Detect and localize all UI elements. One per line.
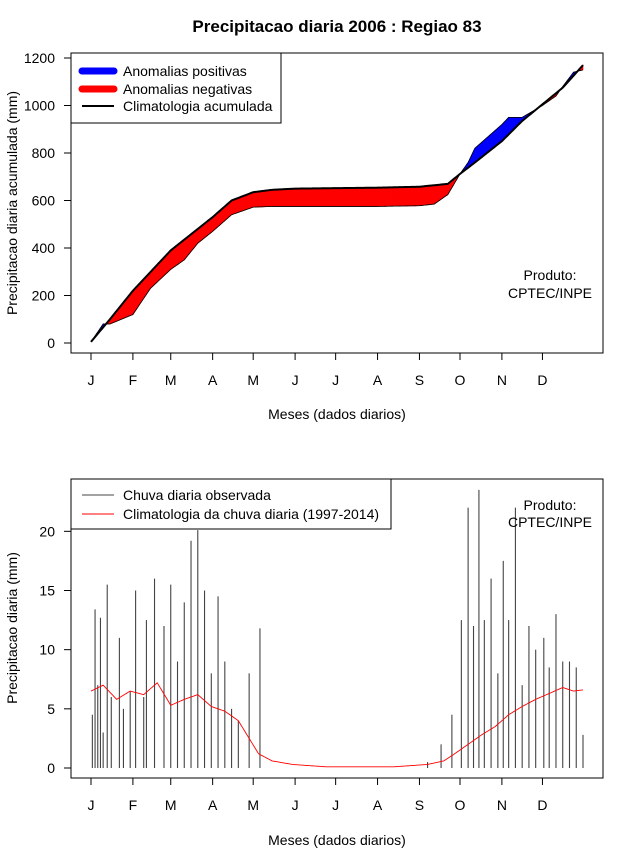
- cumulative-chart: 0 200 400 600 800 1000 1200 J F M A M J J A S O N D Preci…: [4, 50, 604, 422]
- x-tick-label: A: [373, 372, 383, 388]
- legend-label-observed: Chuva diaria observada: [123, 487, 271, 503]
- legend-label-climatology: Climatologia acumulada: [123, 98, 273, 114]
- bottom-y-axis-label: Precipitacao diaria (mm): [4, 552, 20, 704]
- x-tick-label: S: [415, 797, 424, 813]
- legend-label-negative: Anomalias negativas: [123, 81, 252, 97]
- y-tick-label: 0: [47, 760, 55, 776]
- x-tick-label: M: [165, 372, 177, 388]
- x-tick-label: M: [165, 797, 177, 813]
- observed-daily-bars: [91, 489, 584, 768]
- bottom-x-axis-label: Meses (dados diarios): [268, 832, 406, 848]
- x-tick-label: M: [247, 372, 259, 388]
- x-tick-label: J: [88, 372, 95, 388]
- y-tick-label: 400: [32, 240, 56, 256]
- x-tick-label: F: [129, 372, 138, 388]
- bottom-product-source: CPTEC/INPE: [508, 514, 592, 530]
- y-tick-label: 600: [32, 193, 56, 209]
- chart-title: Precipitacao diaria 2006 : Regiao 83: [192, 17, 481, 36]
- top-y-axis-label: Precipitacao diaria acumulada (mm): [4, 91, 20, 315]
- x-tick-label: J: [88, 797, 95, 813]
- bottom-y-axis: 0 5 10 15 20: [39, 523, 72, 776]
- x-tick-label: N: [497, 372, 507, 388]
- x-tick-label: A: [208, 797, 218, 813]
- x-tick-label: M: [247, 797, 259, 813]
- y-tick-label: 15: [39, 583, 55, 599]
- x-tick-label: J: [332, 797, 339, 813]
- x-tick-label: O: [455, 797, 466, 813]
- x-tick-label: J: [292, 372, 299, 388]
- y-tick-label: 1200: [24, 50, 55, 66]
- x-tick-label: A: [373, 797, 383, 813]
- x-tick-label: O: [455, 372, 466, 388]
- y-tick-label: 0: [47, 335, 55, 351]
- y-tick-label: 5: [47, 701, 55, 717]
- observed-cumulative-line: [90, 69, 584, 343]
- y-tick-label: 20: [39, 523, 55, 539]
- daily-chart: 0 5 10 15 20 J F M A M J J A S O N D Precipitacao diari…: [4, 478, 604, 848]
- x-tick-label: D: [537, 797, 547, 813]
- top-product-source: CPTEC/INPE: [508, 285, 592, 301]
- x-tick-label: J: [332, 372, 339, 388]
- bottom-product-label: Produto:: [524, 497, 577, 513]
- climatology-daily-line: [90, 682, 584, 768]
- x-tick-label: A: [208, 372, 218, 388]
- bottom-legend: Chuva diaria observada Climatologia da c…: [70, 478, 392, 530]
- y-tick-label: 1000: [24, 98, 55, 114]
- x-tick-label: S: [415, 372, 424, 388]
- top-x-axis-label: Meses (dados diarios): [268, 406, 406, 422]
- top-y-axis: 0 200 400 600 800 1000 1200: [24, 50, 72, 351]
- climatology-cumulative-line: [90, 64, 584, 343]
- legend-label-positive: Anomalias positivas: [123, 63, 247, 79]
- x-tick-label: F: [129, 797, 138, 813]
- x-tick-label: D: [537, 372, 547, 388]
- legend-label-clim-daily: Climatologia da chuva diaria (1997-2014): [123, 506, 379, 522]
- x-tick-label: N: [497, 797, 507, 813]
- y-tick-label: 200: [32, 288, 56, 304]
- y-tick-label: 10: [39, 642, 55, 658]
- top-legend: Anomalias positivas Anomalias negativas …: [70, 52, 282, 124]
- top-product-label: Produto:: [524, 267, 577, 283]
- y-tick-label: 800: [32, 145, 56, 161]
- x-tick-label: J: [292, 797, 299, 813]
